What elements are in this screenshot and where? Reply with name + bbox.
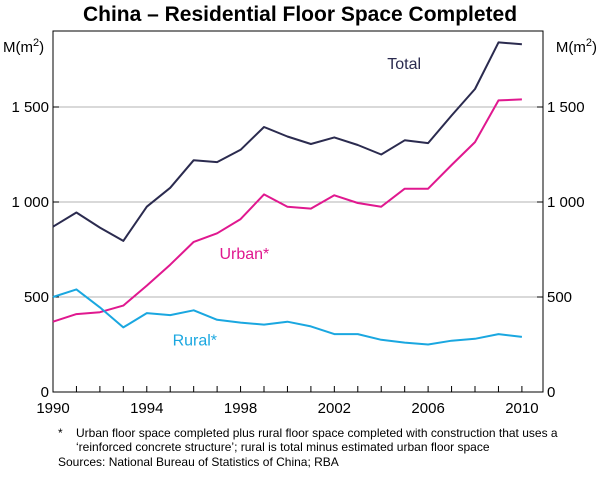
y-tick-label-left: 0	[41, 384, 49, 401]
y-tick-label-left: 500	[24, 289, 49, 306]
plot-frame	[52, 30, 544, 393]
x-tick-label: 1998	[224, 400, 257, 417]
y-tick-label-left: 1 500	[11, 99, 49, 116]
x-tick-label: 2006	[411, 400, 444, 417]
x-tick-label: 1990	[36, 400, 69, 417]
y-tick-label-right: 500	[547, 289, 572, 306]
y-tick-label-right: 1 500	[547, 99, 585, 116]
line-chart: 0 0 500 500 1 000 1 000 1 500 1 500 1990 1994 1998…	[3, 30, 597, 417]
chart-title: China – Residential Floor Space Complete…	[82, 3, 518, 26]
series-label-rural: Rural*	[173, 332, 217, 349]
sources-note: Sources: National Bureau of Statistics o…	[58, 455, 339, 469]
series-label-urban: Urban*	[219, 246, 269, 263]
series-line-rural	[52, 288, 523, 346]
x-tick-label: 2010	[505, 400, 538, 417]
y-tick-label-right: 1 000	[547, 194, 585, 211]
x-tick-label: 2002	[318, 400, 351, 417]
x-tick-label: 1994	[130, 400, 163, 417]
y-tick-label-left: 1 000	[11, 194, 49, 211]
y-axis-unit-left: M(m2)	[3, 37, 44, 56]
series-line-total	[52, 41, 522, 242]
series-line-urban	[52, 98, 522, 323]
y-axis-unit-right: M(m2)	[556, 37, 597, 56]
footnote-text: Urban floor space completed plus rural f…	[76, 426, 558, 454]
footnote-marker: *	[58, 426, 63, 440]
y-tick-label-right: 0	[547, 384, 555, 401]
series-label-total: Total	[387, 56, 421, 73]
footnote: * Urban floor space completed plus rural…	[58, 426, 578, 454]
chart-notes: * Urban floor space completed plus rural…	[58, 426, 578, 469]
